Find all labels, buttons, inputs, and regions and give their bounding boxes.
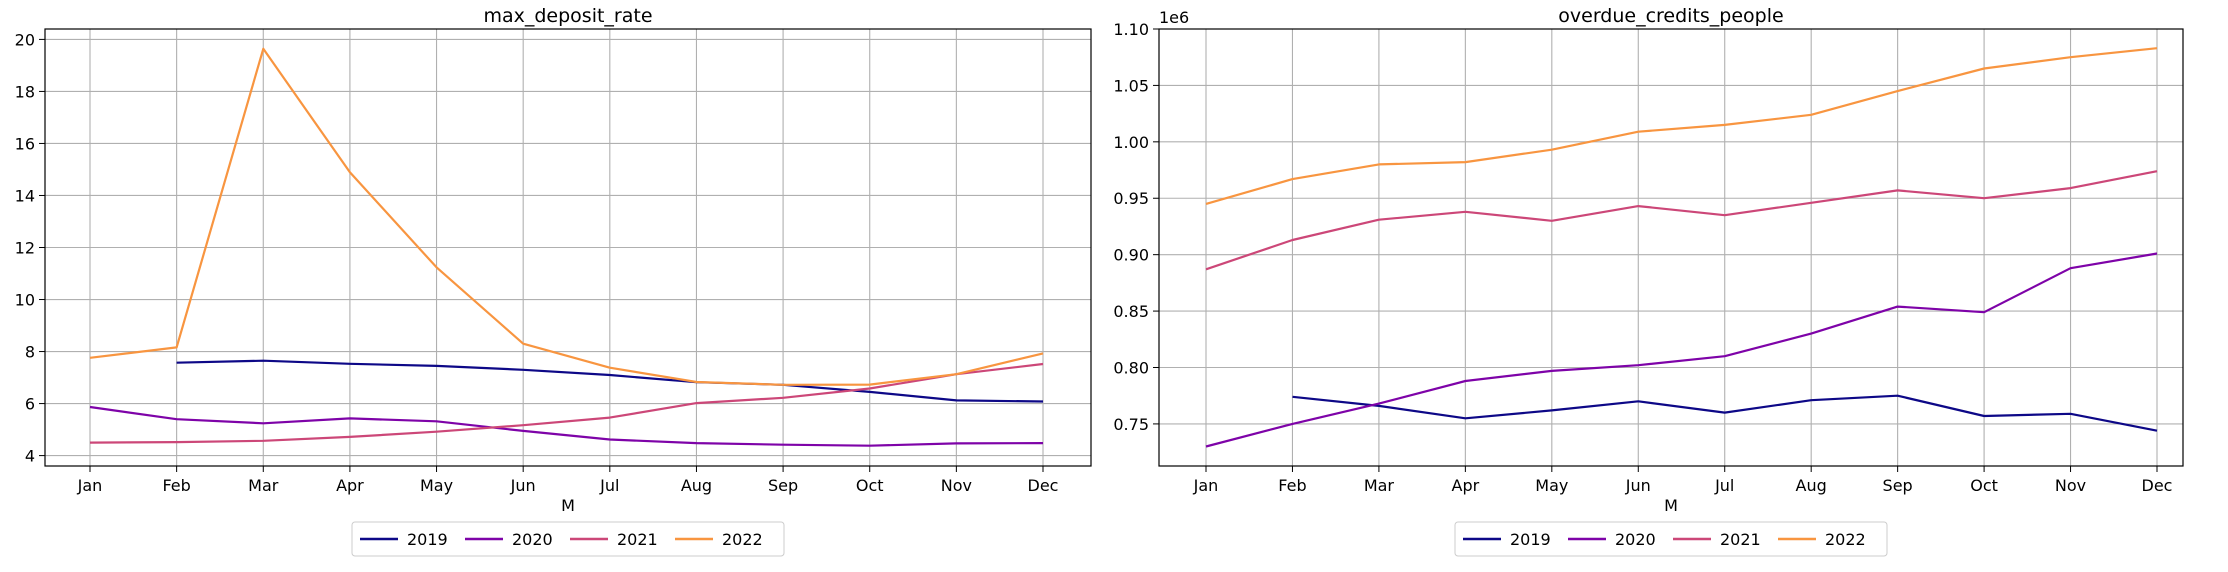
series-line-2020 [1205,252,2158,448]
x-tick-label: Jun [510,476,536,495]
y-tick-label: 0.75 [1113,415,1149,434]
x-tick-label: Nov [2055,476,2086,495]
legend-label-2019: 2019 [407,530,448,549]
series-line-2021 [1205,170,2158,271]
series-line-2022 [1205,47,2158,205]
legend-label-2022: 2022 [1825,530,1866,549]
x-tick-label: Mar [248,476,279,495]
y-offset-label: 1e6 [1159,8,1189,27]
legend-box [1454,521,1888,557]
legend-label-2021: 2021 [1720,530,1761,549]
y-tick-label: 0.80 [1113,358,1149,377]
x-tick-label: Nov [941,476,972,495]
chart-panel-2: Jan Feb Mar Apr May Jun Jul Aug Sep Oct Nov Dec 0.75… [1113,5,2184,557]
x-tick-label: May [420,476,453,495]
y-tick-label: 4 [25,447,35,466]
x-tick-label: Aug [681,476,712,495]
y-tick-label: 12 [15,239,35,258]
x-tick-label: Feb [1278,476,1306,495]
y-tick-label: 1.05 [1113,76,1149,95]
series-line-2022 [89,47,1044,386]
x-tick-label: Sep [768,476,798,495]
x-tick-label: Apr [336,476,364,495]
series-line-2020 [89,405,1044,447]
legend: 2019 2020 2021 2022 [1454,521,1888,557]
y-tick-label: 1.10 [1113,20,1149,39]
y-tick-label: 0.85 [1113,302,1149,321]
series-line-2019 [176,359,1044,403]
legend-label-2020: 2020 [512,530,553,549]
x-tick-label: Jul [1714,476,1734,495]
x-tick-label: Jan [1193,476,1219,495]
legend-label-2021: 2021 [617,530,658,549]
x-tick-label: Jan [77,476,103,495]
x-tick-label: Jun [1625,476,1651,495]
y-tick-label: 18 [15,82,35,101]
x-tick-label: Oct [1970,476,1998,495]
y-tick-label: 6 [25,395,35,414]
y-tick-label: 20 [15,30,35,49]
x-tick-label: Dec [2142,476,2173,495]
chart-panel-1: Jan Feb Mar Apr May Jun Jul Aug Sep Oct Nov Dec 4 6 8 1… [15,5,1092,557]
chart-title: max_deposit_rate [483,5,652,27]
x-tick-label: Aug [1796,476,1827,495]
x-tick-label: Mar [1364,476,1395,495]
x-tick-label: Jul [599,476,619,495]
x-tick-label: May [1535,476,1568,495]
y-tick-label: 0.90 [1113,246,1149,265]
x-tick-label: Apr [1452,476,1480,495]
y-tick-label: 0.95 [1113,189,1149,208]
legend-label-2022: 2022 [722,530,763,549]
legend-label-2019: 2019 [1510,530,1551,549]
legend-label-2020: 2020 [1615,530,1656,549]
x-tick-label: Oct [856,476,884,495]
series-line-2021 [89,362,1044,444]
y-tick-label: 10 [15,291,35,310]
x-axis-label: M [561,496,575,515]
plot-frame [1158,28,2184,467]
series-line-2019 [1292,394,2158,432]
y-tick-label: 8 [25,343,35,362]
legend: 2019 2020 2021 2022 [351,521,785,557]
chart-title: overdue_credits_people [1558,5,1783,27]
y-tick-label: 14 [15,186,35,205]
x-axis-label: M [1664,496,1678,515]
legend-box [351,521,785,557]
y-tick-label: 16 [15,134,35,153]
y-tick-label: 1.00 [1113,133,1149,152]
x-tick-label: Sep [1883,476,1913,495]
x-tick-label: Dec [1028,476,1059,495]
x-tick-label: Feb [162,476,190,495]
